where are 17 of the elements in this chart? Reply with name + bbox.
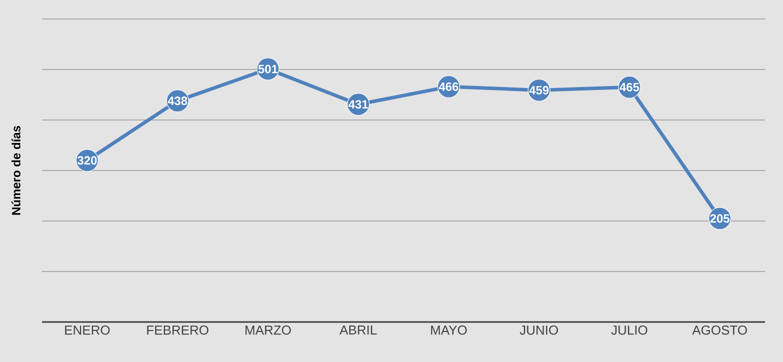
x-tick-label: JUNIO (520, 326, 558, 335)
x-tick-label: ABRIL (340, 326, 377, 334)
x-tick-label: AGOSTO (692, 326, 747, 335)
x-tick-label: JULIO (611, 326, 648, 335)
x-tick-label: MAYO (431, 326, 467, 335)
x-tick-label: FEBRERO (147, 326, 208, 335)
data-label: 320 (77, 156, 97, 165)
data-label: 465 (620, 82, 640, 92)
data-label: 438 (168, 96, 188, 106)
x-tick-label: MARZO (246, 326, 291, 335)
y-axis-title: Número de días (12, 126, 20, 215)
data-label: 501 (258, 64, 278, 74)
data-label: 205 (710, 214, 730, 223)
x-tick-label: ENERO (65, 326, 110, 335)
data-label: 431 (348, 100, 368, 109)
data-label: 459 (529, 86, 549, 94)
data-label: 466 (438, 82, 458, 91)
